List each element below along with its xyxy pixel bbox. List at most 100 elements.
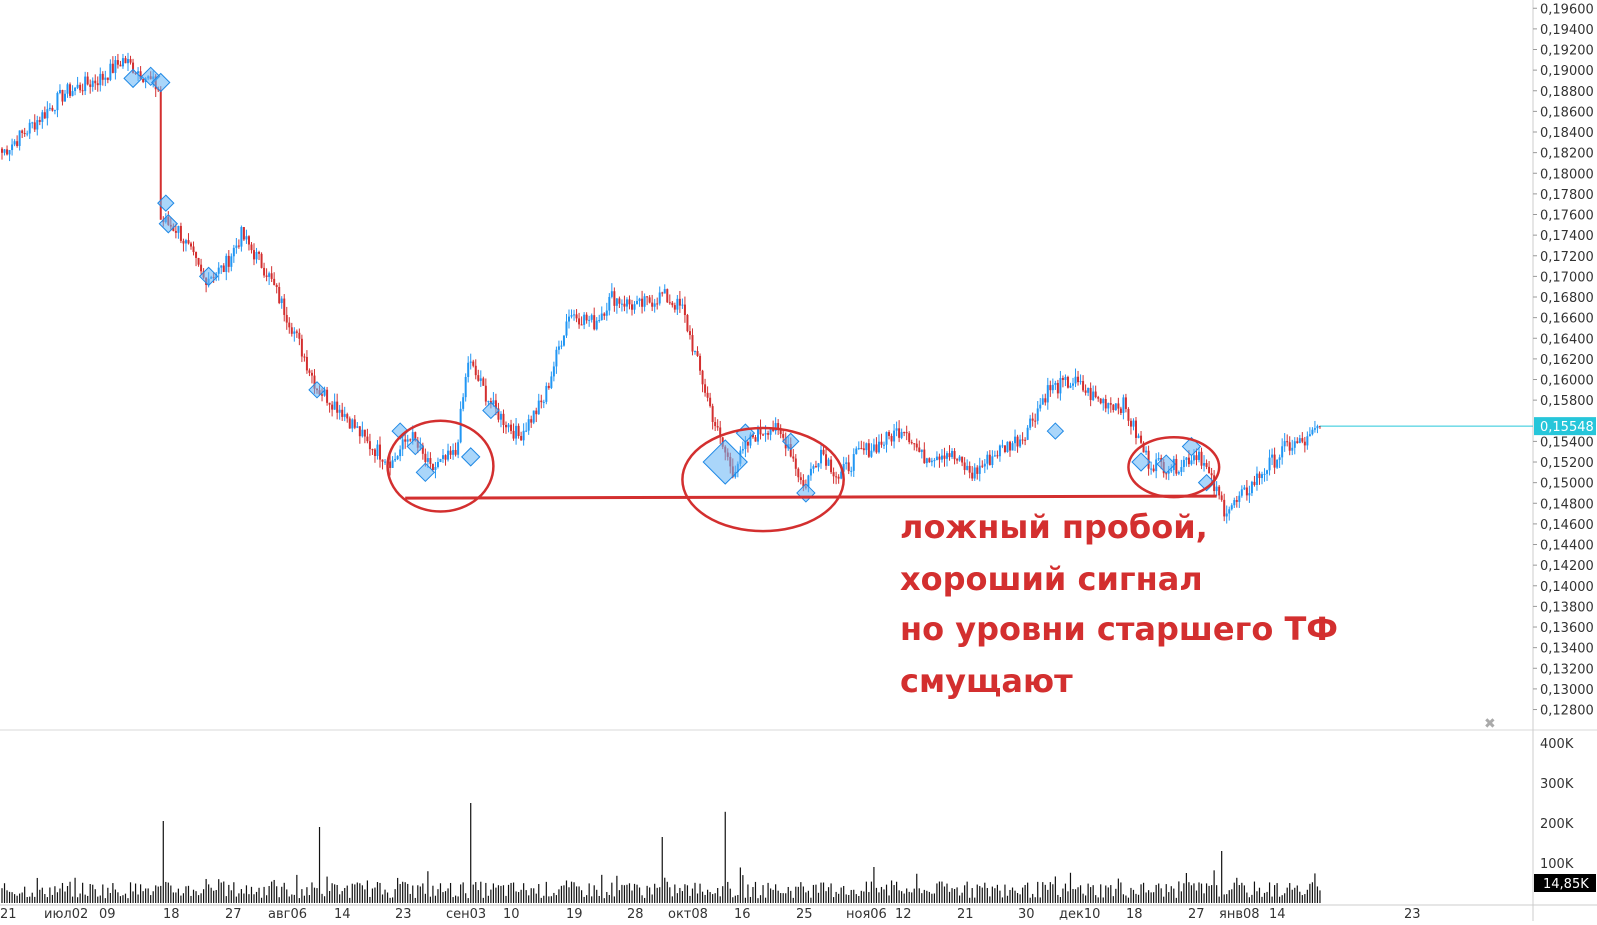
candle-body [542,401,545,403]
volume-bar [351,883,353,903]
candle-body [96,83,99,86]
volume-bar [94,889,96,903]
candle-body [300,338,303,357]
candle-body [258,251,261,254]
volume-bar [555,895,557,903]
candle-body [43,112,46,119]
volume-bar [724,811,726,903]
volume-bar [364,889,366,903]
candle-body [749,434,752,446]
signal-marker [151,72,171,93]
volume-bar [694,882,696,903]
volume-bar [429,896,431,903]
volume-bar [636,884,638,903]
volume-bar [268,886,270,903]
candle-body [1099,398,1102,404]
volume-bar [885,884,888,903]
candle-body [842,463,845,472]
candle-body [1,148,3,153]
volume-tick-label: 100K [1540,857,1574,872]
price-tick-label: 0,18400 [1540,126,1594,141]
candle-body [1170,470,1173,472]
volume-bar [868,892,870,903]
volume-bar [273,879,275,903]
candle-body [1011,443,1014,451]
volume-bar [530,888,532,903]
price-tick-label: 0,17600 [1540,209,1594,224]
candle-body [48,107,51,110]
candle-body [716,426,719,428]
candle-body [1192,455,1195,461]
candle-body [794,458,797,469]
candle-body [421,445,424,454]
candle-body [588,319,591,321]
volume-bar [827,887,830,903]
volume-bar [412,885,414,903]
candle-body [530,419,533,423]
candle-body [356,426,359,428]
volume-bar [1173,888,1175,903]
volume-bar [1052,884,1054,903]
volume-bar [402,881,404,903]
close-pane-icon[interactable]: ✖ [1484,716,1496,732]
candle-body [1230,505,1233,510]
volume-bar [1203,893,1205,903]
volume-bar [19,893,21,903]
time-tick-label: 12 [895,907,912,921]
volume-bar [1284,893,1286,903]
candle-body [1298,438,1301,444]
volume-bar [397,877,399,903]
candle-body [560,345,563,347]
candle-body [1210,473,1213,476]
candle-body [1102,399,1105,404]
volume-bar [1304,894,1306,903]
volume-bar [1001,897,1004,903]
candle-body [376,444,379,457]
volume-bar [908,891,910,903]
candle-body [704,384,707,393]
candle-body [1031,418,1034,421]
volume-bar [1057,894,1059,903]
candle-body [230,256,233,267]
volume-bar [812,884,815,903]
price-tick-label: 0,18600 [1540,105,1594,120]
volume-bar [800,882,802,903]
candle-body [310,372,313,376]
volume-bar [618,890,620,903]
candle-body [754,437,757,442]
volume-bar [835,891,837,903]
candle-body [132,62,135,73]
volume-bar [462,882,464,903]
volume-bar [318,827,321,903]
time-tick-label: сен03 [446,907,486,921]
volume-bar [1160,888,1162,903]
volume-bar [586,895,588,903]
volume-bar [893,885,895,903]
candle-body [935,456,938,461]
candle-body [714,421,717,427]
signal-marker [391,422,409,440]
candle-body [575,314,578,319]
volume-bar [11,892,13,903]
candle-body [11,144,14,151]
candle-body [1114,403,1117,410]
candle-body [8,150,11,155]
volume-bar [381,894,384,903]
volume-bar [1022,887,1024,903]
volume-bar [1122,894,1124,903]
signal-marker [796,483,816,503]
candle-body [930,460,933,463]
volume-bar [1016,893,1019,903]
volume-bar [644,897,646,903]
volume-bar [129,882,132,903]
candle-body [1311,429,1314,435]
candle-body [1268,457,1271,471]
time-tick-label: янв08 [1219,907,1260,921]
volume-bar [848,894,850,903]
candle-body [1205,463,1208,467]
volume-bar [1082,893,1084,903]
volume-bar [611,882,613,903]
candle-body [401,439,404,450]
volume-bar [82,882,84,903]
volume-bar [1205,883,1208,903]
